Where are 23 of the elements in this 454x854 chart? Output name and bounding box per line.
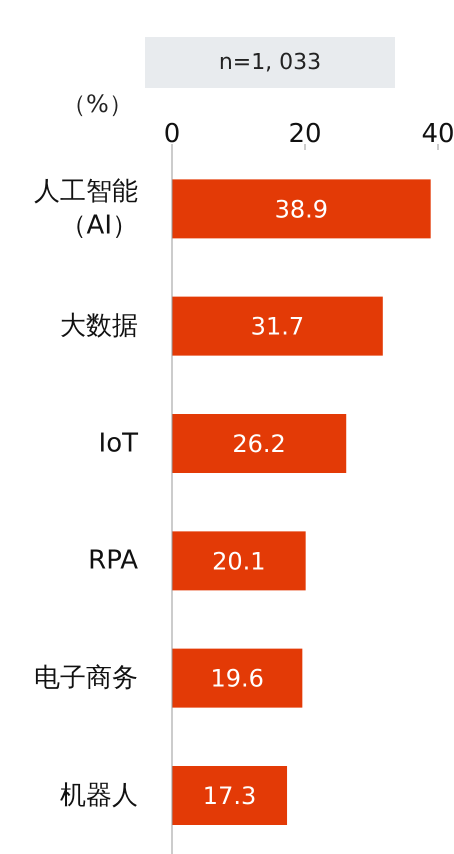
x-tick-label: 40	[421, 119, 454, 149]
bar	[172, 296, 383, 356]
data-label: 17.3	[202, 782, 256, 810]
x-axis-title: （%）	[62, 89, 133, 120]
data-label: 20.1	[212, 547, 266, 576]
data-label: 19.6	[210, 664, 264, 693]
data-label: 26.2	[232, 430, 286, 458]
data-label: 38.9	[274, 195, 328, 224]
bar	[172, 766, 288, 825]
y-tick-label: IoT	[98, 428, 138, 458]
bar	[172, 179, 431, 238]
bar	[172, 648, 302, 708]
y-tick-label: 人工智能（AI）	[34, 176, 138, 241]
data-label: 31.7	[250, 312, 304, 341]
y-tick-label: 机器人	[60, 780, 138, 810]
chart-subtitle: n=1, 033	[145, 37, 395, 88]
x-tick-label: 20	[288, 119, 322, 149]
y-tick-label: RPA	[88, 546, 138, 576]
x-tick-label: 0	[164, 119, 180, 149]
bar	[172, 414, 346, 473]
bar	[172, 531, 306, 590]
y-tick-label: 大数据	[60, 311, 138, 341]
y-tick-label: 电子商务	[34, 663, 138, 693]
